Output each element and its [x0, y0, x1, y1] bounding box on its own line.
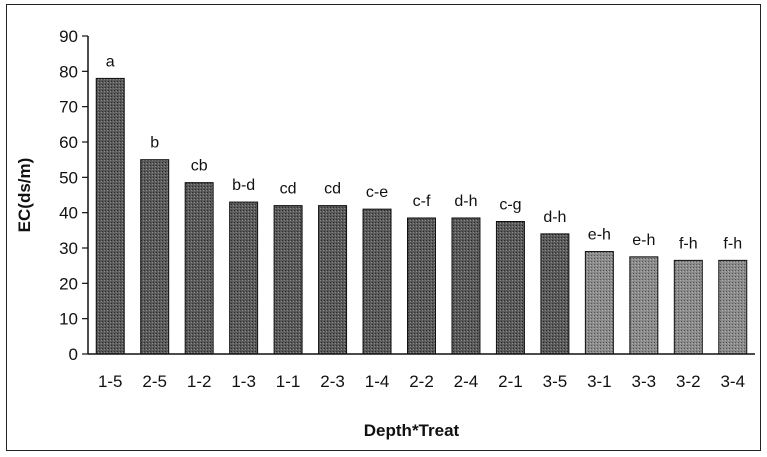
y-tick-label: 40: [59, 204, 78, 223]
data-label-1-2: cb: [191, 158, 208, 175]
bar-3-2: [673, 259, 703, 355]
x-tick-label: 3-3: [632, 372, 657, 391]
y-tick-label: 0: [69, 345, 78, 364]
bar-3-1: [584, 251, 614, 355]
y-axis-title: EC(ds/m): [15, 158, 34, 233]
data-label-3-5: d-h: [543, 209, 566, 226]
bar-2-1: [495, 221, 525, 355]
bar-2-5: [140, 159, 170, 355]
bar-1-3: [229, 201, 259, 355]
y-tick-label: 90: [59, 27, 78, 46]
bar-1-1: [273, 205, 303, 355]
bar-3-4: [718, 259, 748, 355]
bar-1-2: [184, 182, 214, 355]
x-tick-label: 2-1: [498, 372, 523, 391]
x-tick-label: 2-4: [454, 372, 479, 391]
x-tick-label: 2-5: [142, 372, 167, 391]
x-tick-label: 2-3: [320, 372, 345, 391]
bar-2-2: [407, 217, 436, 355]
data-label-1-1: cd: [280, 181, 297, 198]
data-label-2-4: d-h: [454, 193, 477, 210]
data-label-1-4: c-e: [366, 184, 388, 201]
data-label-3-4: f-h: [723, 235, 742, 252]
x-tick-label: 1-5: [98, 372, 123, 391]
x-axis-title: Depth*Treat: [364, 421, 460, 440]
bars-group: a b cb b-d cd cd c-e c-f d-h c-g d-h e-h e-h f-h f-h: [95, 53, 748, 355]
data-label-2-5: b: [150, 135, 159, 152]
bar-2-3: [318, 205, 348, 355]
x-tick-label: 3-1: [587, 372, 612, 391]
data-label-1-5: a: [106, 53, 115, 70]
y-tick-label: 60: [59, 133, 78, 152]
x-tick-label: 2-2: [409, 372, 434, 391]
data-label-1-3: b-d: [232, 177, 255, 194]
bar-1-4: [362, 208, 392, 355]
bar-2-4: [451, 217, 481, 355]
data-label-3-3: e-h: [632, 232, 655, 249]
y-tick-label: 20: [59, 274, 78, 293]
x-tick-label: 1-1: [276, 372, 301, 391]
bar-3-3: [629, 256, 659, 355]
y-tick-label: 30: [59, 239, 78, 258]
bar-3-5: [540, 233, 570, 355]
x-tick-label: 3-5: [543, 372, 568, 391]
y-tick-label: 80: [59, 62, 78, 81]
y-tick-label: 10: [59, 310, 78, 329]
y-tick-label: 50: [59, 168, 78, 187]
data-label-2-1: c-g: [499, 197, 521, 214]
data-label-2-3: cd: [324, 181, 341, 198]
x-tick-label: 3-4: [720, 372, 745, 391]
data-label-3-1: e-h: [588, 227, 611, 244]
y-tick-label: 70: [59, 98, 78, 117]
x-axis-ticks: 1-5 2-5 1-2 1-3 1-1 2-3 1-4 2-2 2-4 2-1 3-5 3-1 3-3 3…: [98, 372, 745, 391]
bar-1-5: [95, 77, 125, 355]
x-tick-label: 1-3: [231, 372, 256, 391]
data-label-2-2: c-f: [413, 193, 431, 210]
x-tick-label: 3-2: [676, 372, 701, 391]
x-tick-label: 1-4: [365, 372, 390, 391]
x-tick-label: 1-2: [187, 372, 212, 391]
data-label-3-2: f-h: [679, 235, 698, 252]
y-axis-ticks: 0 10 20 30 40 50 60 70 80 90: [59, 27, 88, 364]
